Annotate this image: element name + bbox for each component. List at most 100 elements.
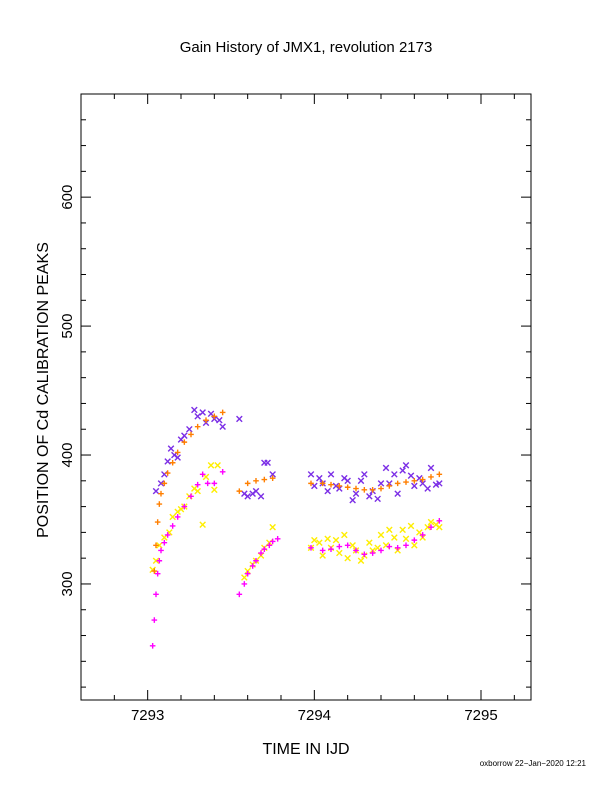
data-point (194, 487, 201, 495)
data-point (204, 480, 211, 487)
data-point (149, 643, 156, 649)
credit-stamp: oxborrow 22−Jan−2020 12:21 (480, 759, 587, 768)
data-point (261, 546, 268, 552)
data-point (181, 439, 188, 445)
data-point (402, 462, 410, 469)
data-point (202, 473, 210, 481)
data-point (244, 492, 251, 500)
data-point (203, 417, 209, 424)
data-point (211, 413, 218, 420)
axis-ticks (80, 93, 531, 700)
data-point (411, 478, 418, 484)
x-tick-label: 7295 (464, 707, 497, 724)
y-tick-labels: 300 400 500 600 (59, 185, 76, 597)
data-point (181, 503, 188, 510)
data-point (154, 519, 161, 525)
data-point (391, 534, 398, 541)
data-point (349, 496, 356, 504)
x-tick-label: 7294 (298, 707, 331, 724)
data-point (167, 445, 175, 452)
data-point (327, 471, 335, 478)
data-point (174, 454, 181, 461)
data-point (344, 542, 351, 549)
y-tick-label: 300 (59, 571, 76, 596)
data-point (357, 477, 365, 485)
data-point (361, 551, 368, 558)
data-point (219, 468, 226, 475)
data-point (394, 480, 401, 487)
data-point (151, 568, 158, 574)
data-point (427, 464, 435, 472)
data-point (188, 493, 194, 500)
data-point (344, 484, 351, 491)
data-point (199, 521, 206, 528)
data-point (151, 617, 158, 623)
data-point (252, 487, 260, 495)
data-point (436, 480, 443, 487)
data-point (411, 541, 418, 549)
data-point (328, 481, 334, 488)
data-point (214, 462, 221, 469)
data-point (419, 532, 426, 538)
data-point (191, 406, 198, 414)
data-point (386, 526, 393, 534)
data-point (361, 487, 368, 493)
data-point (161, 539, 168, 546)
data-point (349, 541, 356, 549)
data-point (241, 581, 248, 587)
data-point (319, 547, 326, 554)
data-point (386, 543, 393, 550)
data-point (161, 534, 168, 541)
data-point (269, 523, 276, 531)
data-point (156, 557, 163, 564)
data-point (253, 557, 259, 564)
x-tick-labels: 7293 7294 7295 (131, 707, 498, 724)
data-point (424, 523, 431, 531)
data-point (416, 529, 423, 536)
data-point (427, 518, 435, 526)
data-point (403, 479, 409, 485)
data-point (369, 487, 376, 493)
data-point (219, 409, 226, 416)
data-point (377, 531, 385, 539)
data-point (377, 480, 385, 487)
data-point (158, 490, 164, 497)
data-point (153, 542, 159, 549)
series-4 (149, 468, 443, 649)
data-point (261, 476, 268, 483)
data-point (311, 536, 318, 544)
data-point (169, 513, 176, 521)
data-point (378, 547, 384, 554)
data-point (236, 488, 243, 494)
data-point (211, 480, 218, 487)
data-point (352, 490, 360, 497)
data-point (328, 546, 334, 552)
data-point (436, 523, 443, 531)
data-point (174, 514, 181, 520)
data-point (361, 471, 368, 478)
data-point (391, 471, 398, 478)
series-2 (149, 462, 443, 581)
data-point (207, 462, 215, 469)
data-point (316, 539, 323, 546)
data-point (153, 591, 159, 598)
data-point (341, 531, 348, 539)
data-point (353, 485, 359, 492)
data-point (211, 486, 218, 494)
data-point (244, 480, 251, 487)
y-tick-label: 600 (59, 185, 76, 210)
data-point (311, 482, 318, 490)
data-point (419, 476, 426, 483)
data-point (164, 470, 171, 476)
data-point (307, 471, 315, 478)
data-point (169, 459, 176, 466)
data-point (399, 526, 406, 534)
data-point (269, 471, 276, 478)
data-point (419, 480, 426, 487)
data-point (154, 570, 161, 577)
data-point (274, 536, 281, 542)
data-point (186, 425, 193, 433)
data-point (378, 485, 384, 492)
data-point (403, 542, 409, 549)
